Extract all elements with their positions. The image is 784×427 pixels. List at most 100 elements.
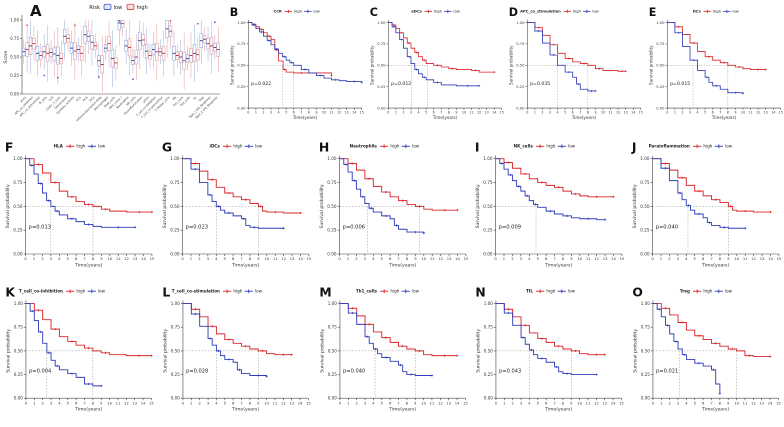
- panel-letter: O: [633, 285, 643, 299]
- km-xlabel: Time(years): [701, 262, 729, 268]
- svg-text:3: 3: [677, 257, 680, 261]
- low-curve: [495, 158, 606, 221]
- svg-text:9: 9: [734, 111, 736, 115]
- km-panel-n: N TIL high low 1.00 0.75 0.50 0.25 0.00 0 1 2 3 4 5 6 7 8…: [470, 283, 627, 427]
- svg-text:0.25: 0.25: [640, 228, 650, 233]
- svg-text:5: 5: [223, 401, 226, 405]
- high-curve-censors: [193, 162, 302, 215]
- p-value-label: p=0.004: [29, 369, 51, 375]
- boxplot-svg: A Risk low high 0.00 0.25 0.50 0.75 1.00 Score aDC…: [3, 2, 220, 122]
- svg-text:0.25: 0.25: [10, 73, 19, 78]
- p-value-label: p=0.006: [342, 224, 364, 230]
- svg-text:0.25: 0.25: [327, 228, 337, 233]
- svg-text:0.00: 0.00: [516, 106, 525, 110]
- risk-legend: Risk low high: [89, 3, 148, 11]
- low-curve: [496, 303, 597, 376]
- svg-text:5: 5: [67, 257, 70, 261]
- svg-text:3: 3: [50, 257, 53, 261]
- km-panel-h: H Neutrophils high low 1.00 0.75 0.50 0.25 0.00 0…: [314, 138, 471, 283]
- svg-text:high: high: [294, 10, 303, 14]
- svg-text:14: 14: [352, 111, 356, 115]
- median-guides: [527, 65, 589, 109]
- svg-text:0.75: 0.75: [377, 42, 386, 46]
- km-ticks: 1.000.750.500.250.000 1 2 3 4 5 6 7 8 9 10 11 12 13 14…: [516, 21, 643, 115]
- svg-text:14: 14: [631, 111, 635, 115]
- svg-text:6: 6: [711, 111, 713, 115]
- svg-text:1.00: 1.00: [327, 156, 337, 161]
- svg-text:9: 9: [455, 111, 457, 115]
- svg-text:7: 7: [240, 257, 243, 261]
- svg-text:0.00: 0.00: [14, 396, 24, 401]
- boxplot-boxes: aDCsAPC_co_inhibitionAPC_co_stimulationB…: [14, 20, 220, 122]
- svg-text:4: 4: [417, 111, 419, 115]
- high-curve: [339, 303, 457, 357]
- median-guides: [666, 65, 728, 109]
- svg-text:1.00: 1.00: [170, 301, 180, 306]
- svg-text:0.00: 0.00: [237, 106, 246, 110]
- svg-text:6: 6: [702, 401, 705, 405]
- svg-text:2: 2: [402, 111, 404, 115]
- svg-text:11: 11: [272, 401, 277, 405]
- high-curve: [182, 158, 301, 214]
- svg-text:1: 1: [33, 257, 36, 261]
- svg-text:11: 11: [116, 401, 121, 405]
- svg-text:low: low: [568, 289, 576, 294]
- svg-text:NK_cells: NK_cells: [125, 95, 136, 106]
- svg-text:6: 6: [232, 401, 235, 405]
- svg-text:0: 0: [181, 257, 184, 261]
- svg-text:12: 12: [751, 257, 756, 261]
- svg-text:7: 7: [240, 401, 243, 405]
- svg-text:11: 11: [608, 111, 612, 115]
- svg-text:11: 11: [116, 257, 121, 261]
- low-curve-censors: [350, 311, 433, 377]
- svg-text:0.75: 0.75: [170, 180, 180, 185]
- svg-text:0: 0: [526, 111, 528, 115]
- svg-text:0: 0: [495, 257, 498, 261]
- km-axes: [25, 300, 152, 399]
- km-xlabel: Time(years): [545, 407, 573, 413]
- svg-text:12: 12: [337, 111, 341, 115]
- svg-text:0.50: 0.50: [327, 348, 337, 353]
- svg-text:0.50: 0.50: [327, 204, 337, 209]
- median-guides: [339, 206, 420, 254]
- svg-text:15: 15: [639, 111, 643, 115]
- svg-text:0.25: 0.25: [656, 85, 665, 89]
- svg-text:0.00: 0.00: [327, 396, 337, 401]
- svg-text:1: 1: [33, 401, 35, 405]
- p-value-label: p=0.022: [251, 81, 271, 87]
- svg-text:11: 11: [748, 111, 752, 115]
- km-axes: [248, 19, 362, 109]
- svg-text:7: 7: [397, 401, 400, 405]
- svg-text:4: 4: [685, 257, 688, 261]
- svg-text:0.75: 0.75: [484, 180, 494, 185]
- svg-text:1: 1: [346, 257, 349, 261]
- km-panel-i: I NK_cells high low 1.00 0.75 0.50 0.25 0.00 0 1 2 3…: [470, 138, 627, 283]
- svg-text:12: 12: [438, 257, 443, 261]
- svg-text:9: 9: [594, 111, 596, 115]
- panel-letter: D: [509, 6, 518, 19]
- high-curve-censors: [664, 162, 772, 214]
- km-row-2: F HLA high low 1.00 0.75 0.50 0.25 0.00 0 1 2 3 4 5 6 7 8…: [0, 138, 784, 283]
- km-legend: NK_cells high low: [514, 144, 576, 149]
- low-curve-censors: [507, 311, 598, 376]
- svg-text:0.00: 0.00: [484, 251, 494, 256]
- km-axes: [182, 300, 309, 399]
- km-title: APC_co_stimulation: [520, 10, 561, 14]
- svg-text:12: 12: [281, 401, 286, 405]
- svg-text:iDCs: iDCs: [88, 95, 96, 103]
- svg-text:low: low: [412, 144, 420, 149]
- svg-text:4: 4: [696, 111, 698, 115]
- svg-text:11: 11: [329, 111, 333, 115]
- svg-text:8: 8: [92, 257, 95, 261]
- svg-text:10: 10: [601, 111, 605, 115]
- svg-text:0.25: 0.25: [13, 228, 23, 233]
- km-ticks: 1.000.750.500.250.000 1 2 3 4 5 6 7 8 9 10 11 12 13 14…: [13, 156, 155, 261]
- svg-text:4: 4: [372, 401, 375, 405]
- low-curve: [666, 22, 743, 94]
- svg-text:low: low: [732, 10, 738, 14]
- svg-text:10: 10: [264, 257, 269, 261]
- svg-text:0.75: 0.75: [640, 180, 650, 185]
- svg-text:2: 2: [512, 257, 514, 261]
